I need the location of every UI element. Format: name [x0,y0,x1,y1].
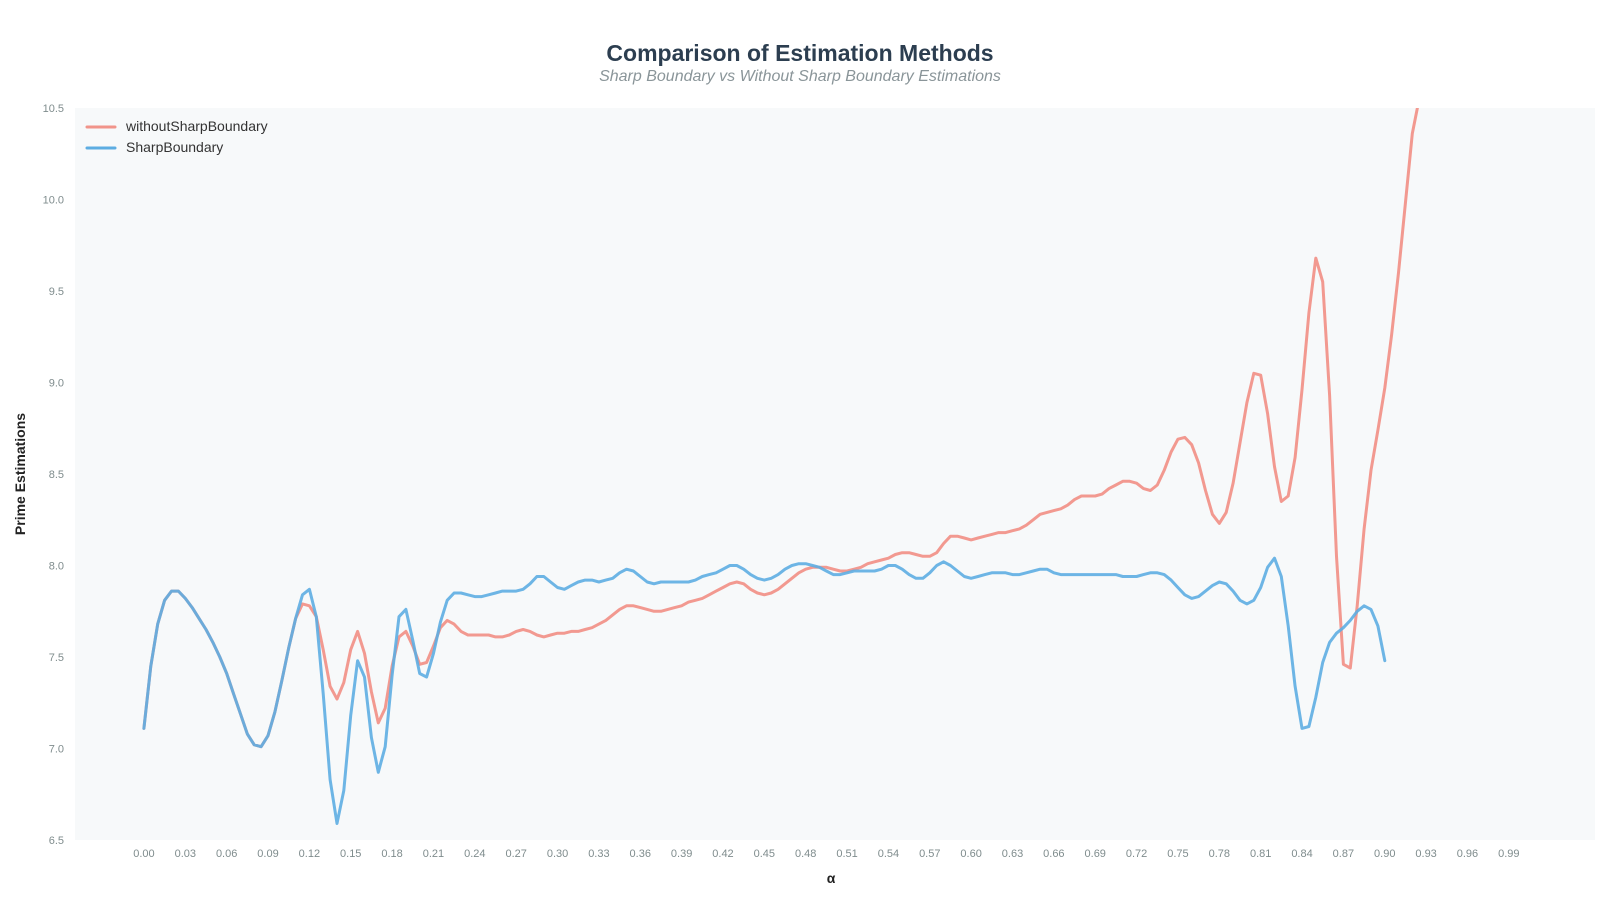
x-tick-label: 0.75 [1167,848,1188,860]
x-tick-label: 0.09 [257,848,278,860]
x-tick-label: 0.06 [216,848,237,860]
x-tick-label: 0.33 [588,848,609,860]
x-ticks: 0.00 0.03 0.06 0.09 0.12 0.15 0.18 0.21 0.24 0.27… [133,848,1519,860]
legend-item: SharpBoundary [85,139,223,155]
x-tick-label: 0.36 [630,848,651,860]
legend-label: SharpBoundary [126,139,223,155]
x-tick-label: 0.63 [1002,848,1023,860]
plot-area [75,108,1595,840]
y-tick-label: 6.5 [49,835,64,847]
y-tick-label: 8.5 [49,469,64,481]
y-tick-label: 7.0 [49,744,64,756]
x-tick-label: 0.84 [1291,848,1312,860]
x-tick-label: 0.42 [712,848,733,860]
x-tick-label: 0.39 [671,848,692,860]
x-tick-label: 0.57 [919,848,940,860]
y-axis-label: Prime Estimations [12,413,28,535]
y-tick-label: 10.0 [43,195,64,207]
x-tick-label: 0.00 [133,848,154,860]
series-line-SharpBoundary [142,556,1387,825]
x-tick-label: 0.15 [340,848,361,860]
x-tick-label: 0.54 [878,848,899,860]
x-tick-label: 0.27 [505,848,526,860]
series-line-withoutSharpBoundary [142,108,1419,749]
legend-item: withoutSharpBoundary [85,118,268,134]
x-tick-label: 0.12 [299,848,320,860]
x-tick-label: 0.45 [754,848,775,860]
x-tick-label: 0.24 [464,848,485,860]
legend-label: withoutSharpBoundary [125,118,268,134]
x-tick-label: 0.03 [175,848,196,860]
series-lines [142,108,1419,825]
x-tick-label: 0.96 [1457,848,1478,860]
chart-subtitle: Sharp Boundary vs Without Sharp Boundary… [599,68,1001,85]
y-tick-label: 10.5 [43,103,64,115]
y-tick-label: 7.5 [49,652,64,664]
y-tick-label: 9.0 [49,378,64,390]
x-tick-label: 0.51 [836,848,857,860]
x-tick-label: 0.99 [1498,848,1519,860]
x-tick-label: 0.60 [960,848,981,860]
x-tick-label: 0.90 [1374,848,1395,860]
y-tick-label: 9.5 [49,286,64,298]
x-tick-label: 0.78 [1209,848,1230,860]
x-tick-label: 0.48 [795,848,816,860]
x-tick-label: 0.18 [381,848,402,860]
x-axis-label: α [827,870,836,886]
x-tick-label: 0.30 [547,848,568,860]
y-ticks: 6.5 7.0 7.5 8.0 8.5 9.0 9.5 10.0 10.5 [43,103,64,847]
legend: withoutSharpBoundary SharpBoundary [85,118,268,155]
x-tick-label: 0.93 [1415,848,1436,860]
x-tick-label: 0.21 [423,848,444,860]
x-tick-label: 0.66 [1043,848,1064,860]
x-tick-label: 0.87 [1333,848,1354,860]
x-tick-label: 0.69 [1085,848,1106,860]
x-tick-label: 0.72 [1126,848,1147,860]
y-tick-label: 8.0 [49,561,64,573]
chart-title: Comparison of Estimation Methods [606,40,993,66]
x-tick-label: 0.81 [1250,848,1271,860]
